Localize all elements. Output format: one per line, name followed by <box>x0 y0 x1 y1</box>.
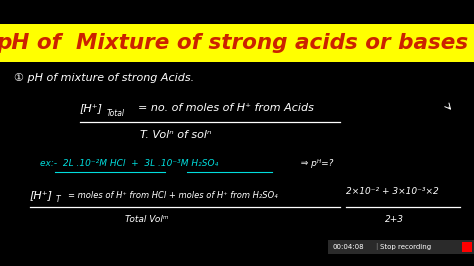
Text: Stop recording: Stop recording <box>380 244 431 250</box>
Text: Total: Total <box>107 109 125 118</box>
Text: ① pH of mixture of strong Acids.: ① pH of mixture of strong Acids. <box>14 73 194 83</box>
Text: [H⁺]: [H⁺] <box>30 190 53 200</box>
Text: |: | <box>375 243 377 251</box>
Text: ⇒ pᴴ=?: ⇒ pᴴ=? <box>295 159 333 168</box>
Text: [H⁺]: [H⁺] <box>80 103 103 113</box>
Text: pH of  Mixture of strong acids or bases: pH of Mixture of strong acids or bases <box>0 33 468 53</box>
Bar <box>328 240 474 254</box>
Text: T: T <box>56 194 61 203</box>
Text: = moles of H⁺ from HCl + moles of H⁺ from H₂SO₄: = moles of H⁺ from HCl + moles of H⁺ fro… <box>68 190 278 200</box>
Text: ex:-  2L .10⁻²M HCl  +  3L .10⁻³M H₂SO₄: ex:- 2L .10⁻²M HCl + 3L .10⁻³M H₂SO₄ <box>40 159 218 168</box>
Text: Total Volᵐ: Total Volᵐ <box>125 215 168 225</box>
Text: 2+3: 2+3 <box>385 215 404 225</box>
Text: = no. of moles of H⁺ from Acids: = no. of moles of H⁺ from Acids <box>138 103 314 113</box>
Bar <box>462 242 472 252</box>
Bar <box>0 24 474 62</box>
Text: T. Volⁿ of solⁿ: T. Volⁿ of solⁿ <box>140 130 211 140</box>
Text: 00:04:08: 00:04:08 <box>333 244 365 250</box>
Text: 2×10⁻² + 3×10⁻³×2: 2×10⁻² + 3×10⁻³×2 <box>346 186 439 196</box>
